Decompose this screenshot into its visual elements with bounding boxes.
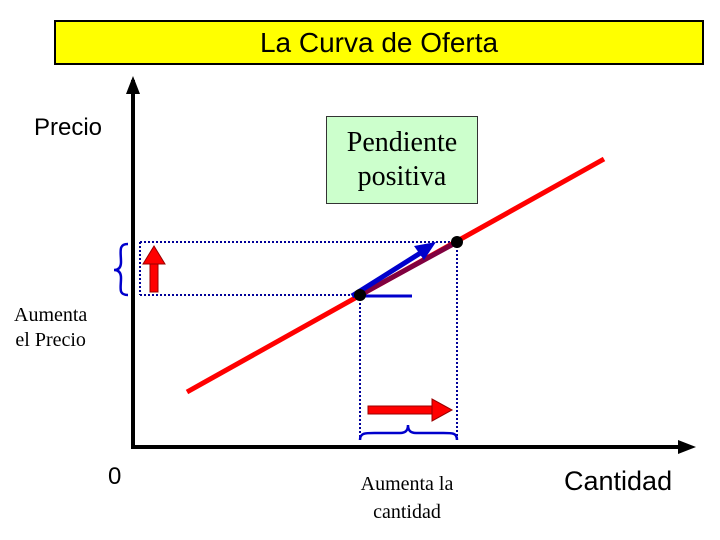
origin-label: 0 <box>108 463 122 490</box>
slope-arrow-shaft <box>350 249 424 299</box>
slope-label-line2: positiva <box>357 161 447 192</box>
quantity-increase-label: Aumenta la cantidad <box>342 470 472 526</box>
point-a <box>354 289 366 301</box>
x-axis-arrowhead <box>678 440 696 454</box>
y-axis-arrowhead <box>126 76 140 94</box>
guide-lines <box>139 241 458 440</box>
slope-annotation-box: Pendiente positiva <box>326 116 478 204</box>
price-increase-line1: Aumenta <box>14 304 88 326</box>
red-right-arrow-icon <box>367 398 454 422</box>
price-increase-label: Aumenta el Precio <box>14 303 87 353</box>
y-axis-label: Precio <box>34 114 103 141</box>
price-brace <box>113 242 129 297</box>
curve-segment-between-points <box>358 239 459 298</box>
chart-title: La Curva de Oferta <box>54 20 704 65</box>
quantity-increase-line2: cantidad <box>373 501 441 523</box>
point-b <box>451 236 463 248</box>
slope-arrow-head <box>414 242 436 260</box>
quantity-brace <box>358 424 459 441</box>
red-up-arrow-icon <box>142 245 166 293</box>
x-axis-label: Cantidad <box>564 466 673 496</box>
slope-label-line1: Pendiente <box>346 127 458 158</box>
price-increase-line2: el Precio <box>15 329 86 351</box>
quantity-increase-line1: Aumenta la <box>360 473 454 495</box>
